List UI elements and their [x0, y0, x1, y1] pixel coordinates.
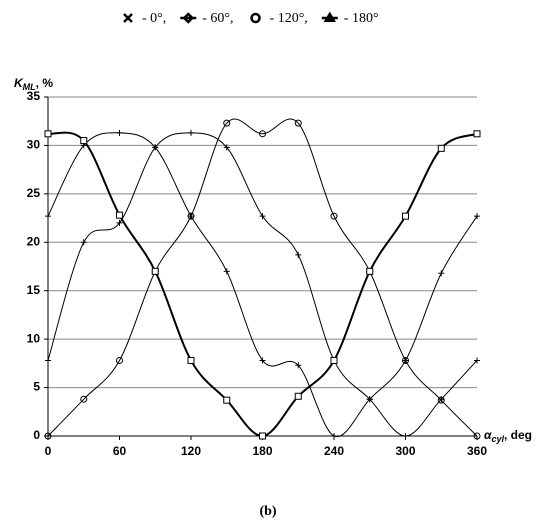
marker	[45, 213, 51, 220]
marker	[223, 119, 231, 127]
y-tick-label: 20	[27, 234, 41, 248]
caption: (b)	[259, 504, 276, 519]
marker	[259, 432, 266, 440]
legend-label: - 120°,	[270, 11, 308, 26]
marker	[223, 144, 230, 151]
marker	[223, 396, 231, 404]
marker	[259, 357, 266, 364]
marker	[187, 356, 195, 364]
x-tick-label: 60	[113, 444, 127, 458]
series-line	[47, 132, 478, 437]
marker	[402, 212, 409, 220]
marker	[259, 213, 266, 220]
marker	[474, 357, 480, 364]
marker	[45, 357, 51, 364]
marker	[44, 130, 52, 138]
y-tick-label: 35	[27, 89, 41, 103]
x-tick-label: 0	[45, 444, 52, 458]
marker	[80, 137, 88, 145]
series-line	[47, 118, 478, 437]
marker	[116, 211, 123, 219]
y-tick-label: 5	[33, 380, 40, 394]
marker	[259, 130, 266, 138]
marker	[295, 251, 302, 258]
marker	[180, 12, 197, 24]
x-tick-label: 240	[324, 444, 344, 458]
marker	[366, 396, 373, 403]
marker	[223, 268, 230, 275]
y-tick-label: 10	[27, 331, 41, 345]
marker	[44, 432, 52, 440]
marker	[187, 212, 195, 220]
y-tick-label: 30	[27, 138, 41, 152]
legend-label: - 60°,	[202, 11, 233, 26]
marker	[188, 129, 194, 136]
y-tick-label: 0	[33, 428, 40, 442]
marker	[294, 392, 302, 400]
marker	[437, 144, 445, 152]
marker	[474, 213, 480, 220]
marker	[116, 129, 123, 136]
marker	[331, 433, 337, 439]
marker	[116, 356, 123, 364]
marker	[402, 356, 409, 364]
y-axis-label: KML, %	[14, 76, 53, 92]
legend-label: - 0°,	[142, 11, 166, 26]
marker	[123, 13, 133, 23]
marker	[473, 130, 481, 138]
marker	[250, 12, 261, 24]
marker	[437, 396, 445, 404]
marker	[80, 239, 87, 246]
series-line	[47, 131, 478, 438]
y-tick-label: 25	[27, 186, 41, 200]
marker	[330, 212, 338, 220]
y-tick-label: 15	[27, 283, 41, 297]
marker	[294, 119, 302, 127]
marker	[402, 433, 409, 439]
marker	[366, 267, 374, 275]
x-tick-label: 120	[181, 444, 201, 458]
marker	[473, 432, 481, 440]
series-line	[47, 132, 478, 438]
marker	[151, 267, 159, 275]
marker	[295, 362, 302, 369]
marker	[330, 356, 338, 364]
legend-label: - 180°	[344, 11, 379, 26]
marker	[152, 144, 159, 151]
x-tick-label: 300	[395, 444, 415, 458]
x-axis-label: αcyl, deg	[484, 428, 532, 444]
marker	[438, 270, 445, 277]
marker	[116, 219, 123, 226]
x-tick-label: 360	[467, 444, 487, 458]
marker	[321, 11, 338, 23]
marker	[80, 395, 88, 403]
legend: - 0°, - 60°, - 120°, - 180°	[123, 11, 379, 26]
x-tick-label: 180	[252, 444, 272, 458]
